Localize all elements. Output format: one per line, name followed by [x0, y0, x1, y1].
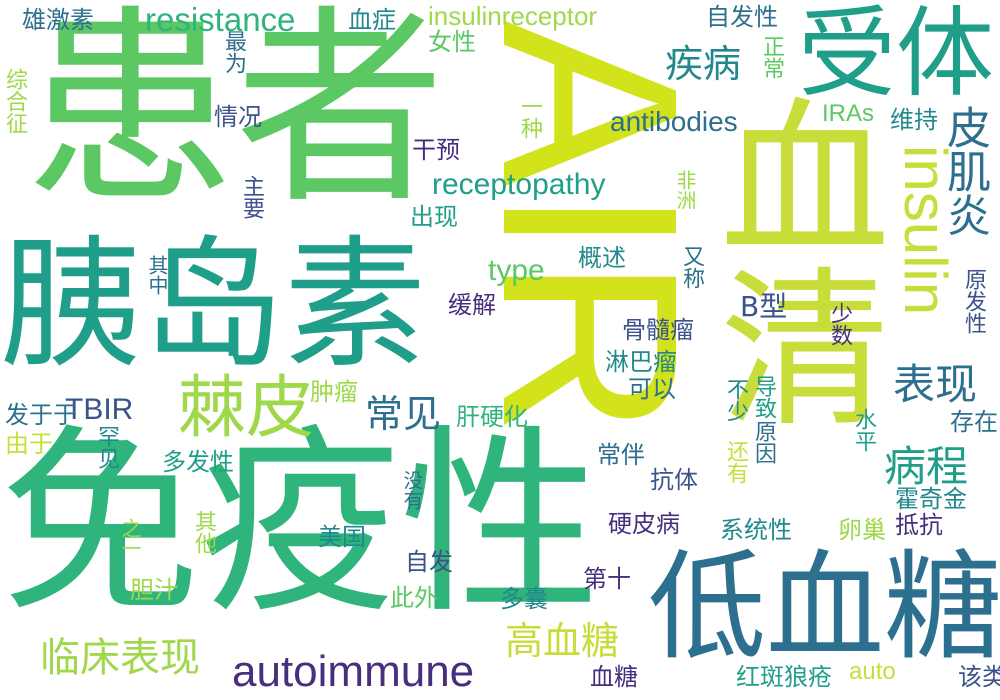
word-xuetang: 血糖 [590, 663, 638, 691]
word-haiyou: 还有 [723, 440, 748, 484]
word-xuetang-di: 低血糖 [648, 538, 1000, 676]
word-nvxing: 女性 [428, 28, 476, 56]
word-receptopathy: receptopathy [432, 168, 606, 201]
word-zuiwei: 最为 [221, 30, 246, 74]
word-weichi: 维持 [890, 106, 938, 134]
word-xiongjisu: 雄激素 [22, 6, 94, 34]
word-yizhong: 一种 [517, 95, 542, 139]
word-hongban: 红斑狼疮 [736, 663, 832, 691]
word-yuanfaxing: 原发性 [961, 268, 986, 334]
word-zifaxing: 自发性 [706, 3, 778, 31]
word-xuezheng: 血症 [348, 6, 396, 34]
word-huanzhe: 患者 [25, 0, 446, 232]
word-danzhi: 胆汁 [130, 576, 178, 604]
word-mianyixing: 免疫性 [0, 408, 601, 641]
word-duonang: 多囊 [500, 585, 548, 613]
word-dikang: 抵抗 [895, 511, 943, 539]
word-youcheng: 又称 [679, 245, 704, 289]
word-insulin: insulin [892, 145, 959, 316]
word-IRAs: IRAs [822, 100, 875, 127]
word-jipi: 棘皮 [178, 369, 315, 448]
word-TBIR: TBIR [65, 393, 134, 426]
word-huanjie: 缓解 [448, 291, 496, 319]
word-zhiyi: 之一 [118, 518, 142, 558]
word-gaoxuetang: 高血糖 [505, 619, 620, 663]
word-biaoxian: 表现 [893, 360, 978, 409]
word-cunzai: 存在 [950, 408, 998, 436]
word-linchuang: 临床表现 [40, 635, 200, 681]
word-dishi: 第十 [583, 565, 631, 593]
word-shuiping: 水平 [851, 408, 876, 452]
word-qizhong: 其中 [145, 255, 169, 295]
word-Bxing: B型 [740, 290, 788, 323]
word-AIR: AIR [451, 20, 730, 437]
word-type: type [488, 254, 545, 287]
word-qingkuang: 情况 [214, 103, 262, 131]
word-meiyou: 没有 [400, 470, 424, 510]
word-linbaliu: 淋巴瘤 [605, 348, 677, 376]
word-yuanyin: 原因 [751, 420, 776, 464]
word-feizhou: 非洲 [673, 170, 697, 210]
word-ganyu: 干预 [412, 136, 460, 164]
word-chuxian: 出现 [410, 203, 458, 231]
word-antibodies: antibodies [610, 106, 738, 137]
word-auto: auto [849, 658, 896, 685]
word-zhuyao: 主要 [239, 175, 264, 219]
word-changjian: 常见 [365, 392, 442, 436]
word-insulinreceptor: insulinreceptor [428, 1, 598, 31]
word-ciwai: 此外 [390, 584, 438, 612]
word-qita: 其他 [191, 510, 216, 554]
word-kangti: 抗体 [650, 466, 698, 494]
word-zhongliu: 肿瘤 [310, 378, 358, 406]
word-ganyinghua: 肝硬化 [456, 403, 528, 431]
word-jibing: 疾病 [665, 42, 742, 86]
word-fayuyu: 发于于 [5, 401, 77, 429]
word-zifa: 自发 [405, 548, 453, 576]
word-daozhi: 导致 [751, 375, 776, 419]
word-youyu: 由于 [5, 430, 53, 458]
word-yidaosu: 胰岛素 [0, 223, 426, 388]
word-autoimmune: autoimmune [232, 647, 475, 696]
word-bingcheng: 病程 [884, 442, 969, 491]
word-meiguo: 美国 [318, 523, 366, 551]
word-shouti: 受体 [798, 0, 995, 111]
word-shaoshu: 少数 [827, 302, 852, 346]
word-changban: 常伴 [597, 441, 645, 469]
word-xitongxing: 系统性 [720, 516, 792, 544]
word-hanjian: 罕见 [94, 425, 119, 469]
word-yinghuabing: 硬皮病 [608, 510, 680, 538]
word-huoqijin: 霍奇金 [895, 485, 967, 513]
word-keyi: 可以 [628, 375, 676, 403]
word-zonghezheng: 综合征 [2, 68, 27, 134]
word-gailei: 该类 [958, 663, 1000, 691]
word-luanchao: 卵巢 [838, 516, 886, 544]
word-gusuiliu: 骨髓瘤 [622, 316, 694, 344]
word-zhengchang: 正常 [759, 35, 784, 79]
word-xueqing: 血清 [690, 90, 888, 430]
word-gaishu: 概述 [578, 244, 626, 272]
word-pijiyan: 皮肌炎 [939, 105, 990, 237]
word-duofaxing: 多发性 [162, 448, 234, 476]
word-buxiao: 不少 [723, 378, 748, 422]
word-resistance: resistance [145, 1, 296, 38]
